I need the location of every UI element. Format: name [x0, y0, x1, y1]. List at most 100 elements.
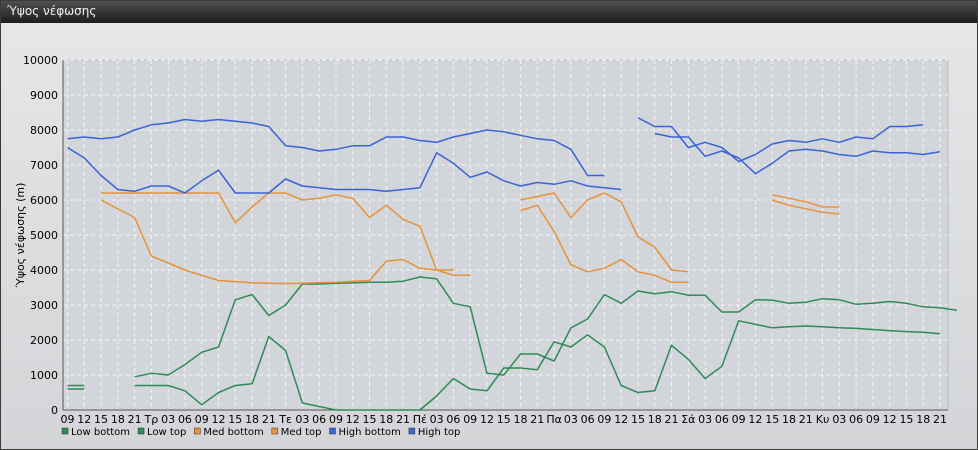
legend-label: High top [418, 427, 461, 438]
series-line [520, 204, 689, 284]
x-tick-label: 06 [715, 413, 729, 426]
x-tick-label: 15 [497, 413, 511, 426]
y-tick-label: 0 [51, 404, 58, 417]
x-tick-label: Σά [681, 413, 695, 426]
x-tick-label: 06 [178, 413, 192, 426]
x-tick-label: 15 [765, 413, 779, 426]
legend-label: Med top [281, 427, 322, 438]
y-tick-label: 3000 [30, 299, 58, 312]
x-tick-label: 12 [212, 413, 226, 426]
legend-item: Low bottom [61, 427, 130, 438]
x-tick-label: 21 [799, 413, 813, 426]
x-tick-label: 09 [597, 413, 611, 426]
y-tick-label: 4000 [30, 264, 58, 277]
x-tick-label: 21 [396, 413, 410, 426]
x-tick-label: 18 [916, 413, 930, 426]
x-tick-label: 09 [329, 413, 343, 426]
y-tick-label: 5000 [30, 229, 58, 242]
legend-item: High bottom [329, 427, 401, 438]
x-tick-label: 18 [514, 413, 528, 426]
x-tick-label: Πα [546, 413, 562, 426]
y-tick-label: 9000 [30, 89, 58, 102]
x-tick-label: 21 [933, 413, 947, 426]
legend-swatch [408, 427, 416, 435]
legend-swatch [194, 427, 201, 435]
x-tick-label: 21 [128, 413, 142, 426]
x-tick-label: 06 [312, 413, 326, 426]
x-tick-label: 15 [631, 413, 645, 426]
x-tick-label: 12 [346, 413, 360, 426]
series-low-top [67, 276, 957, 387]
x-tick-label: 06 [446, 413, 460, 426]
legend-item: Med bottom [194, 427, 264, 438]
y-tick-label: 7000 [30, 159, 58, 172]
title-bar: Ύψος νέφωσης [1, 1, 977, 23]
series-line [654, 132, 941, 175]
axes: 0 1000 2000 3000 4000 5000 6000 7000 8000 9000 100… [23, 54, 948, 426]
x-tick-label: 21 [262, 413, 276, 426]
series-low-bottom [67, 320, 941, 411]
x-tick-label: 03 [698, 413, 712, 426]
x-tick-label: Τρ [144, 413, 159, 426]
legend-swatch [271, 427, 279, 435]
series-line [101, 192, 454, 271]
legend-item: Low top [137, 427, 186, 438]
legend-swatch [329, 427, 336, 435]
x-tick-label: 06 [581, 413, 595, 426]
x-tick-label: 12 [480, 413, 494, 426]
x-tick-label: 06 [849, 413, 863, 426]
series-med-top [101, 192, 840, 273]
series-line [134, 276, 957, 378]
x-tick-label: 12 [614, 413, 628, 426]
x-tick-label: 18 [648, 413, 662, 426]
series-high-bottom [67, 132, 941, 194]
series-high-top [67, 117, 924, 177]
x-tick-label: 15 [363, 413, 377, 426]
x-tick-label: 21 [665, 413, 679, 426]
legend-label: Low bottom [71, 427, 130, 438]
y-axis-label: Ύψος νέφωσης (m) [14, 183, 27, 289]
series-line [67, 118, 605, 177]
series-line [772, 194, 840, 208]
series-line [100, 199, 471, 285]
y-tick-label: 2000 [30, 334, 58, 347]
legend-swatch [137, 427, 145, 435]
x-tick-label: Κυ [816, 413, 830, 426]
series-med-bottom [100, 199, 840, 285]
legend-label: Low top [147, 427, 186, 438]
x-tick-label: 03 [832, 413, 846, 426]
x-tick-label: 15 [899, 413, 913, 426]
legend-label: Med bottom [203, 427, 263, 438]
y-tick-label: 10000 [23, 54, 58, 67]
x-tick-label: 18 [379, 413, 393, 426]
legend-swatch [61, 427, 69, 435]
x-tick-label: 09 [195, 413, 209, 426]
series-line [520, 192, 689, 273]
x-tick-label: 18 [782, 413, 796, 426]
series-line [67, 146, 622, 194]
x-tick-label: 12 [748, 413, 762, 426]
x-tick-label: 15 [94, 413, 108, 426]
x-tick-label: 12 [883, 413, 897, 426]
x-tick-label: Τε [278, 413, 292, 426]
y-tick-label: 6000 [30, 194, 58, 207]
x-tick-label: 12 [77, 413, 91, 426]
series-line [771, 199, 840, 215]
x-tick-label: 03 [161, 413, 175, 426]
window-title: Ύψος νέφωσης [7, 4, 97, 18]
x-tick-label: 09 [463, 413, 477, 426]
x-tick-label: 03 [430, 413, 444, 426]
x-tick-label: 18 [111, 413, 125, 426]
x-tick-label: 09 [732, 413, 746, 426]
x-tick-label: 21 [530, 413, 544, 426]
legend-item: Med top [271, 427, 322, 438]
y-tick-label: 1000 [30, 369, 58, 382]
y-tick-label: 8000 [30, 124, 58, 137]
x-tick-label: 09 [866, 413, 880, 426]
legend-label: High bottom [339, 427, 401, 438]
legend-item: High top [408, 427, 461, 438]
series-line [134, 320, 941, 411]
x-tick-label: 15 [228, 413, 242, 426]
x-tick-label: 03 [295, 413, 309, 426]
